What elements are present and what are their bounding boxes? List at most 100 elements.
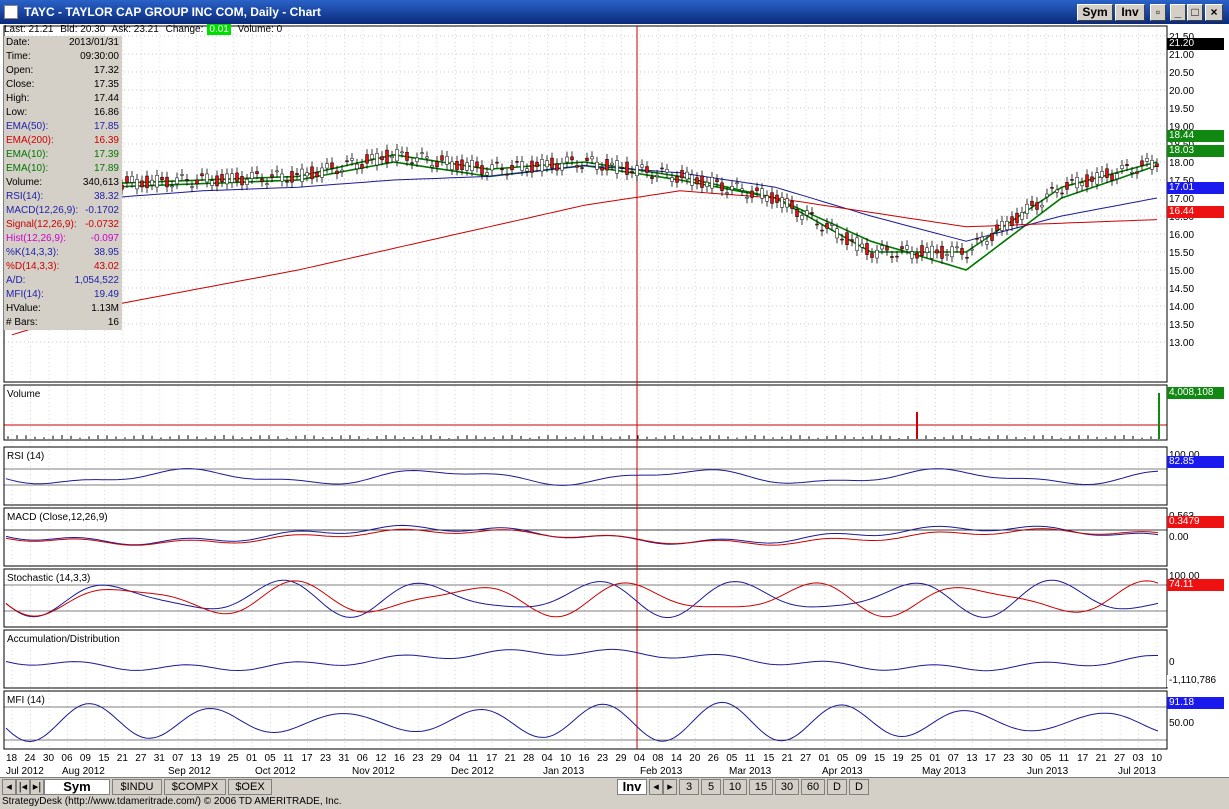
day-label: 01: [246, 753, 258, 764]
tab-inv[interactable]: Inv: [617, 779, 647, 795]
info-label: HValue:: [6, 303, 41, 314]
candle-body: [645, 166, 649, 173]
ad-panel: [3, 629, 1168, 689]
interval-tab[interactable]: 60: [801, 779, 825, 795]
candle-body: [900, 246, 904, 250]
close-icon[interactable]: ×: [1205, 4, 1223, 21]
tab-scroll-left-icon[interactable]: ◂: [2, 779, 16, 795]
day-label: 27: [1114, 753, 1126, 764]
interval-tab[interactable]: 5: [701, 779, 721, 795]
chart-area[interactable]: 21.5021.0020.5020.0019.5019.0018.5018.00…: [0, 24, 1229, 750]
candle-body: [720, 182, 724, 191]
candle-body: [520, 161, 524, 171]
candle-body: [980, 236, 984, 242]
day-label: 29: [615, 753, 627, 764]
macd-signal-line: [5, 528, 1159, 546]
volume-value-tag: 4,008,108: [1167, 387, 1224, 399]
candle-body: [395, 149, 399, 162]
tab-compx[interactable]: $COMPX: [164, 779, 226, 795]
interval-tab[interactable]: 15: [749, 779, 773, 795]
candle-body: [625, 161, 629, 175]
stoch-value-tag: 74.11: [1167, 579, 1224, 591]
info-label: Volume:: [6, 177, 43, 188]
day-label: 05: [837, 753, 849, 764]
candle-body: [795, 209, 799, 217]
candle-body: [280, 173, 284, 182]
sym-button[interactable]: Sym: [1077, 4, 1113, 21]
month-label: Jul 2012: [6, 766, 44, 777]
candle-body: [335, 170, 339, 175]
info-value: 09:30:00: [80, 51, 119, 62]
last-price: Last: 21.21: [4, 24, 54, 35]
candle-body: [985, 241, 989, 245]
tab-scroll-last-icon[interactable]: ▸|: [30, 779, 44, 795]
candle-body: [250, 172, 254, 179]
maximize-icon[interactable]: □: [1187, 4, 1203, 21]
info-label: %D(14,3,3):: [6, 261, 60, 272]
candle-body: [855, 237, 859, 251]
info-row: Time: 09:30:00: [4, 50, 122, 64]
restore-icon[interactable]: ▫: [1150, 4, 1166, 21]
series-line: [11, 153, 1158, 253]
tab-indu[interactable]: $INDU: [112, 779, 162, 795]
day-label: 08: [652, 753, 664, 764]
interval-tab[interactable]: D: [827, 779, 847, 795]
candle-body: [475, 161, 479, 168]
candle-body: [905, 245, 909, 250]
candle-body: [695, 177, 699, 185]
month-label: Mar 2013: [729, 766, 772, 777]
candle-body: [270, 174, 274, 178]
candle-body: [745, 196, 749, 199]
candle-body: [665, 169, 669, 173]
interval-right-icon[interactable]: ▸: [663, 779, 677, 795]
day-label: 01: [819, 753, 831, 764]
bid-price: Bid: 20.30: [60, 24, 106, 35]
candle-body: [275, 170, 279, 173]
info-value: 17.39: [93, 149, 119, 160]
month-label: Oct 2012: [255, 766, 296, 777]
candle-body: [1075, 177, 1079, 189]
candle-body: [880, 245, 884, 250]
candle-body: [135, 179, 139, 190]
price-tick: 13.00: [1169, 338, 1194, 349]
tab-oex[interactable]: $OEX: [228, 779, 272, 795]
day-label: 05: [1040, 753, 1052, 764]
candle-body: [575, 165, 579, 168]
candle-body: [290, 171, 294, 183]
tab-sym[interactable]: Sym: [44, 779, 110, 795]
price-tick: 14.50: [1169, 284, 1194, 295]
info-row: EMA(10): 17.89: [4, 162, 122, 176]
day-label: 10: [560, 753, 572, 764]
price-tick: 20.00: [1169, 86, 1194, 97]
mfi-axis-mid: 50.00: [1169, 718, 1194, 729]
info-row: Hist(12,26,9): -0.097: [4, 232, 122, 246]
interval-left-icon[interactable]: ◂: [649, 779, 663, 795]
candle-body: [700, 175, 704, 188]
candle-body: [920, 245, 924, 256]
candle-body: [610, 162, 614, 166]
candle-body: [595, 161, 599, 170]
day-label: 23: [597, 753, 609, 764]
candle-body: [1050, 187, 1054, 189]
candle-body: [995, 224, 999, 231]
chart-canvas[interactable]: 21.5021.0020.5020.0019.5019.0018.5018.00…: [0, 24, 1229, 750]
candle-body: [1120, 165, 1124, 169]
inv-button[interactable]: Inv: [1115, 4, 1145, 21]
interval-tab[interactable]: 3: [679, 779, 699, 795]
day-label: 16: [394, 753, 406, 764]
volume-panel: [3, 384, 1168, 441]
info-value: 17.89: [93, 163, 119, 174]
info-label: %K(14,3,3):: [6, 247, 59, 258]
day-label: 26: [708, 753, 720, 764]
candle-body: [260, 178, 264, 182]
candle-body: [480, 165, 484, 175]
tab-scroll-first-icon[interactable]: |◂: [16, 779, 30, 795]
minimize-icon[interactable]: _: [1170, 4, 1186, 21]
candle-body: [490, 164, 494, 171]
interval-tab[interactable]: D: [849, 779, 869, 795]
candle-body: [1030, 200, 1034, 206]
candle-body: [175, 177, 179, 185]
interval-tab[interactable]: 10: [723, 779, 747, 795]
interval-tab[interactable]: 30: [775, 779, 799, 795]
info-row: Close: 17.35: [4, 78, 122, 92]
